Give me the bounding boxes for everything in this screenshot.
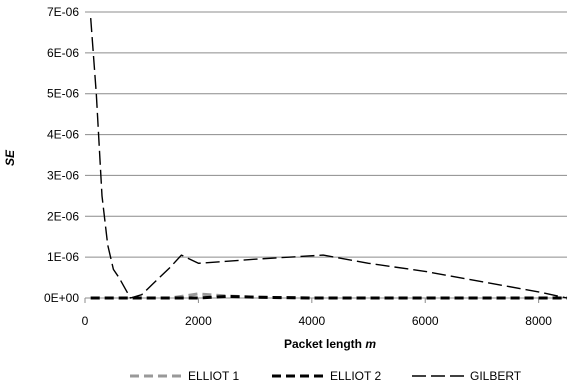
tick-labels: 0E+00 1E-06 2E-06 3E-06 4E-06 5E-06 6E-06 7E-06… xyxy=(44,5,552,328)
x-tick-label: 0 xyxy=(82,314,89,328)
x-tick-label: 8000 xyxy=(525,314,552,328)
y-tick-label: 7E-06 xyxy=(47,5,79,19)
y-tick-label: 0E+00 xyxy=(44,291,79,305)
x-axis-title-variable: m xyxy=(365,337,376,351)
x-axis-title-text: Packet length xyxy=(284,337,365,351)
y-tick-label: 1E-06 xyxy=(47,250,79,264)
legend-label-elliot-1: ELLIOT 1 xyxy=(188,369,239,383)
legend-label-gilbert: GILBERT xyxy=(470,369,522,383)
y-tick-label: 3E-06 xyxy=(47,168,79,182)
y-tick-label: 5E-06 xyxy=(47,87,79,101)
y-axis-title: SE xyxy=(3,149,17,166)
series-line-gilbert xyxy=(90,18,568,299)
x-axis-title: Packet length m xyxy=(284,337,376,351)
x-tick-label: 4000 xyxy=(298,314,325,328)
y-tick-label: 2E-06 xyxy=(47,209,79,223)
series-lines xyxy=(90,18,568,300)
x-tick-label: 6000 xyxy=(412,314,439,328)
x-tick-label: 2000 xyxy=(185,314,212,328)
axes xyxy=(84,297,567,303)
legend-label-elliot-2: ELLIOT 2 xyxy=(330,369,381,383)
legend: ELLIOT 1 ELLIOT 2 GILBERT xyxy=(130,369,522,383)
y-tick-label: 4E-06 xyxy=(47,128,79,142)
y-tick-label: 6E-06 xyxy=(47,46,79,60)
series-line-elliot-2 xyxy=(90,294,567,300)
grid-lines xyxy=(85,11,567,258)
